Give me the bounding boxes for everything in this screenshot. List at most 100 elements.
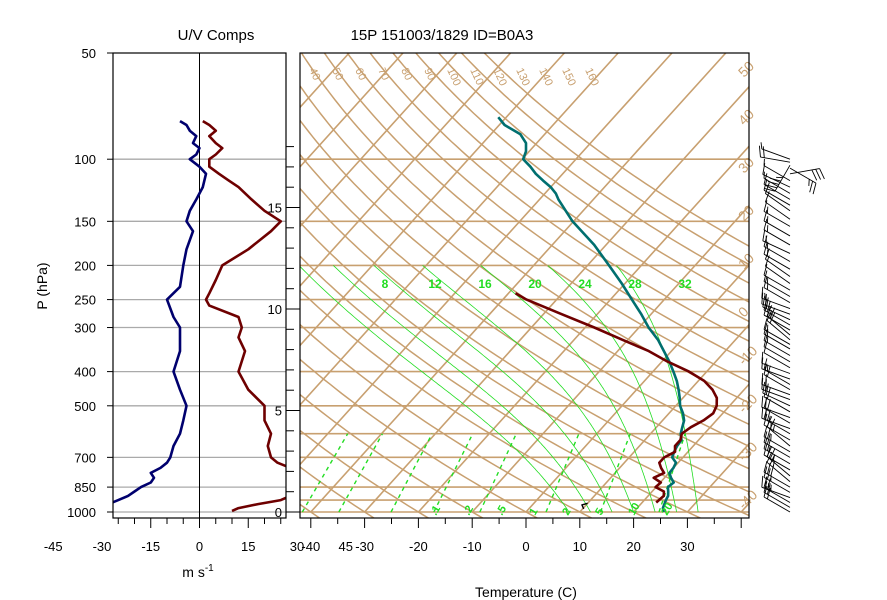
height-km-ticks: 0 5 10 15 xyxy=(268,146,300,520)
isotherm xyxy=(300,53,404,169)
wind-barb-flag xyxy=(811,169,818,181)
wind-barb-staff xyxy=(761,148,791,160)
isotherm xyxy=(740,502,749,513)
dry-adiabat xyxy=(300,503,321,518)
temperature-tick-label: 0 xyxy=(522,539,529,554)
moist-adiabat-label: 32 xyxy=(678,277,692,291)
sounding-profiles xyxy=(497,116,719,513)
wind-barb-flag xyxy=(763,303,768,316)
wind-barb-flag xyxy=(763,276,768,288)
isotherm xyxy=(300,53,458,228)
isotherm-label: -10 xyxy=(735,342,761,368)
wind-barb-staff xyxy=(766,456,791,477)
moist-adiabat xyxy=(333,265,591,513)
wind-barb-flag xyxy=(762,381,766,394)
pressure-tick-label: 50 xyxy=(82,46,96,61)
wind-barb-flag xyxy=(766,483,771,495)
dry-adiabat xyxy=(300,429,430,518)
wind-barb-flag xyxy=(766,433,771,445)
wind-barb-flag xyxy=(769,418,776,430)
wind-barb-staff xyxy=(762,174,791,188)
speed-axis-unit: m s xyxy=(182,564,205,580)
mixing-ratio-line xyxy=(338,433,384,513)
dry-adiabat-label: 150 xyxy=(559,66,578,88)
isotherm xyxy=(300,53,565,347)
dry-adiabat-label: 160 xyxy=(582,66,601,88)
wind-barb-flag xyxy=(772,425,775,432)
wind-barb-flag xyxy=(769,307,776,319)
temperature-tick-label: -40 xyxy=(301,539,320,554)
wind-barb-flag xyxy=(766,416,773,427)
mixing-ratio-label: 5 xyxy=(593,506,606,517)
temperature-axis-label: Temperature (C) xyxy=(475,584,577,600)
wind-barb-flag xyxy=(761,406,764,419)
dry-adiabat xyxy=(437,53,749,284)
pressure-tick-label: 700 xyxy=(74,450,96,465)
isotherm xyxy=(300,53,619,407)
mixing-ratio-line xyxy=(433,433,474,513)
speed-tick-label: -45 xyxy=(44,539,63,554)
wind-barb-flag xyxy=(765,383,769,395)
isotherm xyxy=(579,323,749,513)
wind-barb-flag xyxy=(765,191,770,203)
wind-barb-flag xyxy=(769,454,776,466)
wind-barb-flag xyxy=(761,351,764,364)
wind-barb-flag xyxy=(763,460,768,473)
wind-barb-flag xyxy=(763,413,768,426)
wind-barb-staff xyxy=(763,274,791,291)
wind-barb-flag xyxy=(762,163,766,175)
wind-barb-staff xyxy=(763,346,791,363)
wind-barb-flag xyxy=(763,270,768,282)
temperature-tick-label: -10 xyxy=(463,539,482,554)
dry-adiabat-label: 60 xyxy=(352,66,368,82)
speed-axis-label: m s-1 xyxy=(182,563,214,580)
wind-barb-flag xyxy=(763,425,768,437)
temperature-tick-label: 20 xyxy=(626,539,640,554)
isotherm-label: 10 xyxy=(735,250,757,272)
wind-barb-staff xyxy=(766,315,791,336)
sounding-line xyxy=(497,116,686,513)
wind-barb-staff xyxy=(763,396,791,413)
wind-barb-staff xyxy=(763,287,791,304)
dry-adiabat xyxy=(300,255,703,518)
pressure-tick-label: 300 xyxy=(74,321,96,336)
wind-barb-flag xyxy=(766,398,771,411)
wind-barb-flag xyxy=(766,451,773,463)
wind-barb-flag xyxy=(765,255,770,267)
speed-axis-unit-exponent: -1 xyxy=(205,563,214,574)
isotherm-label: 50 xyxy=(735,58,757,80)
wind-barb-flag xyxy=(769,312,776,324)
pressure-tick-label: 500 xyxy=(74,399,96,414)
mixing-ratio-label: 10 xyxy=(626,501,643,518)
mixing-ratio-line xyxy=(658,433,686,513)
dry-adiabat xyxy=(392,53,749,323)
wind-barb-flag xyxy=(763,476,768,488)
moist-adiabat-label: 28 xyxy=(628,277,642,291)
moist-adiabat-label: 16 xyxy=(478,277,492,291)
isotherm xyxy=(633,383,749,513)
dry-adiabat-label: 80 xyxy=(398,66,414,82)
height-km-label: 15 xyxy=(268,201,282,216)
height-km-label: 10 xyxy=(268,302,282,317)
wind-barb-flag xyxy=(758,145,761,158)
moist-adiabat xyxy=(300,265,570,513)
dry-adiabat-label: 40 xyxy=(306,66,322,82)
wind-barb-flag xyxy=(815,169,821,180)
dry-adiabat xyxy=(300,187,749,493)
wind-barb-flag xyxy=(769,448,776,460)
wind-barb-staff xyxy=(763,477,791,493)
wind-barb-flag xyxy=(765,184,778,189)
wind-barb-flag xyxy=(766,300,771,313)
wind-barb-flag xyxy=(761,395,764,408)
isotherm xyxy=(525,264,749,513)
dry-adiabat-label: 100 xyxy=(444,66,463,88)
uv-series xyxy=(113,119,286,513)
wind-barb-flag xyxy=(763,209,768,222)
skewt-plot-frame xyxy=(299,52,750,519)
dry-adiabat xyxy=(346,53,749,363)
uv-components-panel: U/V Comps P (hPa) m s-1 1000850700500400… xyxy=(34,27,353,580)
dry-adiabat xyxy=(300,153,749,470)
isotherm-label: -20 xyxy=(735,390,761,416)
isotherm xyxy=(849,53,887,512)
wind-barb-flag xyxy=(765,379,767,391)
